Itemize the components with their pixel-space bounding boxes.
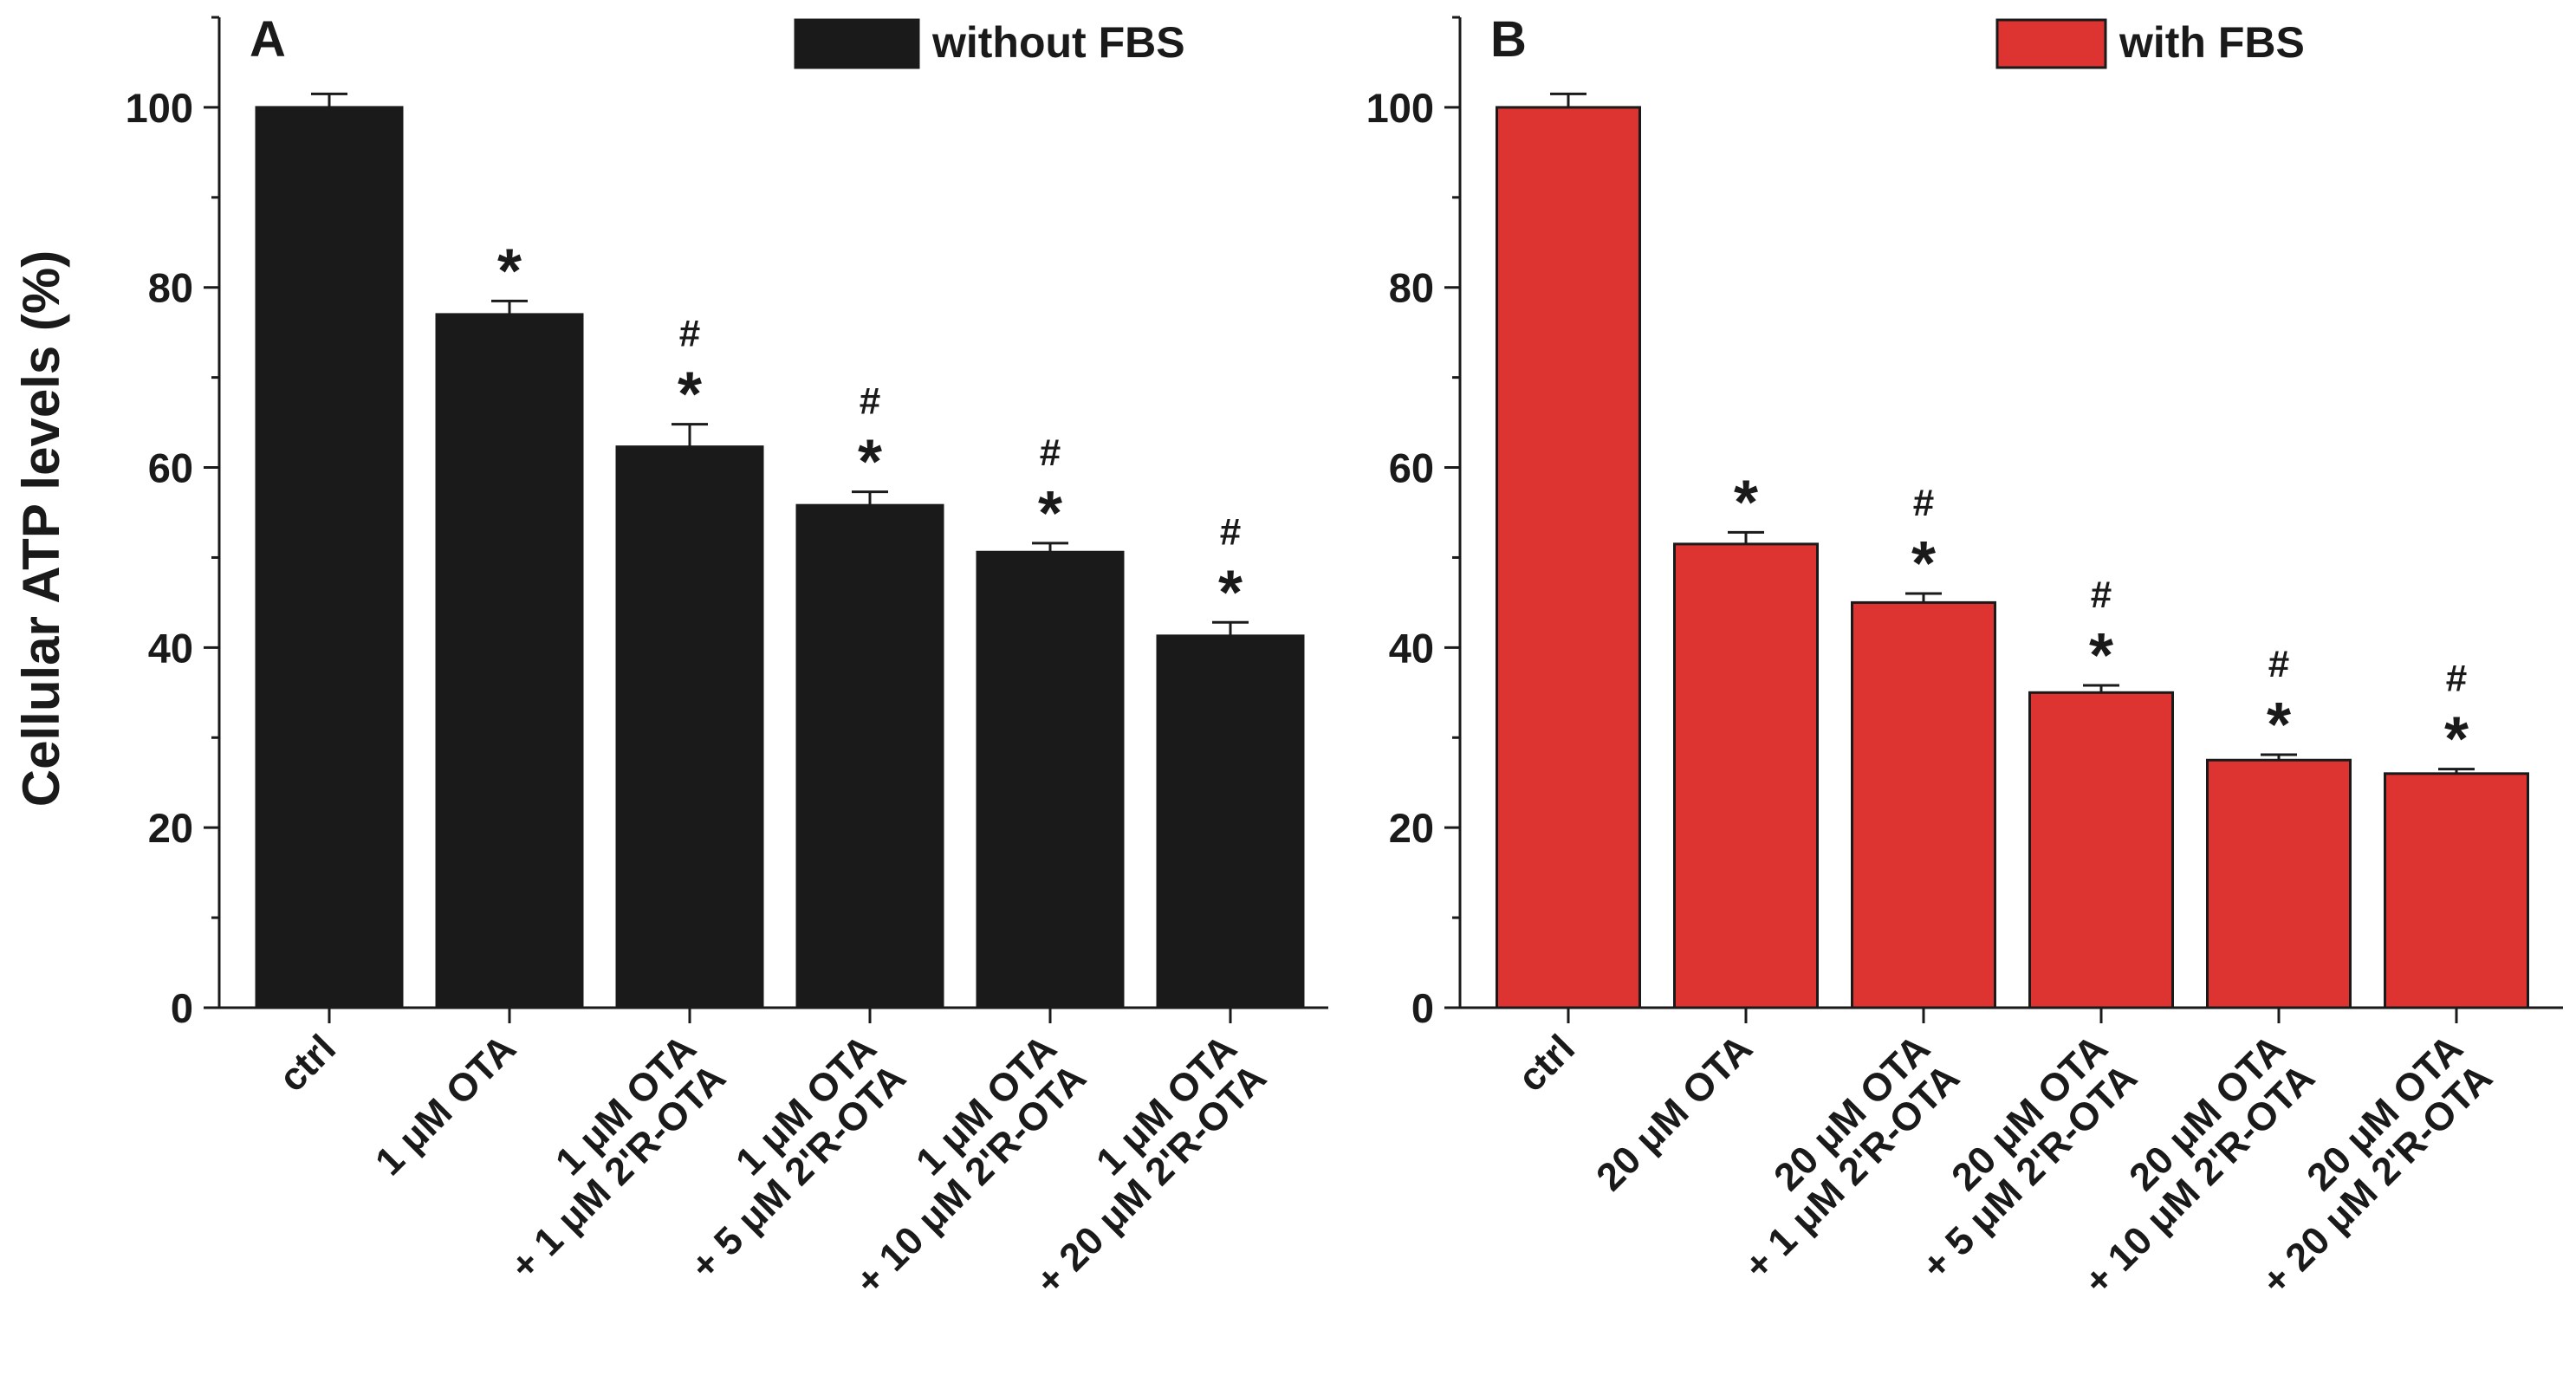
significance-star: *: [1038, 479, 1062, 548]
x-tick-label-line: ctrl: [1509, 1026, 1583, 1100]
y-tick-label: 60: [148, 445, 193, 491]
y-tick-label: 100: [1366, 85, 1434, 131]
significance-star: *: [497, 237, 522, 306]
y-tick-label: 40: [1389, 625, 1434, 671]
y-tick-label: 20: [148, 805, 193, 851]
legend-swatch: [1995, 18, 2107, 69]
significance-star: *: [1734, 468, 1758, 537]
y-tick-label: 80: [1389, 265, 1434, 311]
significance-hash: #: [2268, 643, 2289, 685]
bar: [795, 503, 944, 1009]
y-tick-label: 0: [1411, 985, 1434, 1031]
bar: [255, 106, 404, 1009]
bar: [1496, 106, 1641, 1009]
significance-hash: #: [2446, 658, 2467, 700]
significance-hash: #: [1913, 482, 1934, 524]
x-tick-label: ctrl: [269, 1026, 344, 1100]
y-tick-label: 100: [126, 85, 193, 131]
bar: [1851, 600, 1996, 1009]
significance-star: *: [2267, 691, 2291, 760]
x-tick-label: 20 μM OTA: [1587, 1026, 1761, 1199]
bar: [1156, 634, 1305, 1009]
bar: [2206, 758, 2352, 1009]
bar: [976, 550, 1125, 1009]
significance-star: *: [2089, 621, 2113, 691]
significance-hash: #: [860, 380, 880, 423]
bar: [2384, 772, 2529, 1009]
y-tick-label: 60: [1389, 445, 1434, 491]
x-tick-label: ctrl: [1509, 1026, 1583, 1100]
significance-hash: #: [679, 313, 700, 355]
legend-swatch: [794, 18, 920, 69]
significance-hash: #: [1040, 431, 1061, 474]
significance-star: *: [2444, 705, 2469, 775]
significance-star: *: [1218, 558, 1243, 627]
x-tick-label: 1 μM OTA: [367, 1026, 524, 1184]
x-tick-label-line: 1 μM OTA: [367, 1026, 524, 1184]
bar: [615, 445, 764, 1009]
bar: [1673, 542, 1819, 1009]
y-tick-label: 0: [171, 985, 193, 1031]
bar: [435, 313, 584, 1009]
y-axis-label: Cellular ATP levels (%): [12, 250, 70, 807]
panel-label: B: [1490, 11, 1527, 68]
legend-label: without FBS: [931, 18, 1185, 67]
bar: [2028, 691, 2174, 1009]
panel-label: A: [250, 11, 286, 68]
y-tick-label: 20: [1389, 805, 1434, 851]
x-tick-label-line: 20 μM OTA: [1587, 1026, 1761, 1199]
significance-star: *: [1911, 529, 1936, 599]
y-tick-label: 40: [148, 625, 193, 671]
x-tick-label-line: ctrl: [269, 1026, 344, 1100]
significance-star: *: [678, 360, 702, 430]
y-tick-label: 80: [148, 265, 193, 311]
significance-star: *: [858, 428, 882, 497]
significance-hash: #: [1220, 510, 1241, 553]
significance-hash: #: [2091, 574, 2112, 616]
legend-label: with FBS: [2119, 18, 2305, 67]
